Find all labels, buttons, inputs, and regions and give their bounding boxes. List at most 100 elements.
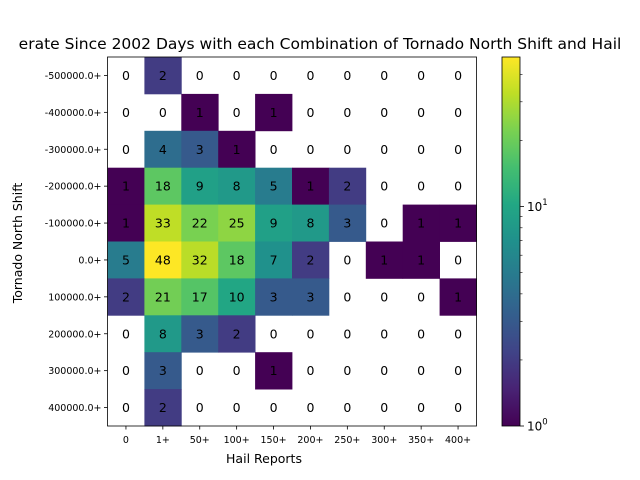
heatmap-cell <box>107 241 145 279</box>
cell-value-label: 3 <box>196 142 204 157</box>
cell-value-label: 10 <box>229 289 245 304</box>
cell-value-label: 0 <box>233 105 241 120</box>
heatmap-cell <box>181 241 219 279</box>
cell-value-label: 0 <box>233 363 241 378</box>
cell-value-label: 1 <box>417 216 425 231</box>
heatmap-cell-labels: 0 2 0 0 0 0 0 0 0 00 0 1 0 1 0 0 0 0 00 4 3 1 0 0 0 0 0 01 18 9 8 5 1 2 0 0… <box>122 68 462 415</box>
heatmap-cell <box>328 204 367 242</box>
cell-value-label: 3 <box>196 326 204 341</box>
x-axis-ticks: 0 1+ 50+ 100+ 150+ 200+ 250+ 300+ 350+ 400+ <box>123 426 471 446</box>
plot-frame <box>107 56 477 427</box>
cell-value-label: 0 <box>380 363 388 378</box>
x-tick-label: 0 <box>123 435 129 446</box>
colorbar-tick-label: 101 <box>527 198 548 214</box>
cell-value-label: 0 <box>270 142 278 157</box>
cell-value-label: 0 <box>306 400 314 415</box>
cell-value-label: 0 <box>417 105 425 120</box>
cell-value-label: 2 <box>159 68 167 83</box>
cell-value-label: 0 <box>343 68 351 83</box>
cell-value-label: 0 <box>380 105 388 120</box>
heatmap-cell <box>144 352 182 390</box>
heatmap-cell <box>144 204 182 242</box>
cell-value-label: 0 <box>270 400 278 415</box>
heatmap-cell <box>292 204 330 242</box>
chart-title: erate Since 2002 Days with each Combinat… <box>19 35 622 53</box>
cell-value-label: 0 <box>454 363 462 378</box>
cell-value-label: 0 <box>454 252 462 267</box>
cell-value-label: 4 <box>159 142 167 157</box>
y-tick-label: -200000.0+ <box>45 182 102 193</box>
heatmap-cell <box>218 130 256 169</box>
cell-value-label: 1 <box>380 252 388 267</box>
cell-value-label: 8 <box>159 326 167 341</box>
y-tick-label: -400000.0+ <box>45 108 102 119</box>
cell-value-label: 0 <box>306 68 314 83</box>
cell-value-label: 9 <box>270 216 278 231</box>
cell-value-label: 18 <box>229 252 245 267</box>
cell-value-label: 0 <box>306 105 314 120</box>
cell-value-label: 1 <box>122 179 130 194</box>
cell-value-label: 8 <box>233 179 241 194</box>
cell-value-label: 0 <box>306 142 314 157</box>
cell-value-label: 48 <box>155 252 171 267</box>
cell-value-label: 0 <box>343 105 351 120</box>
cell-value-label: 0 <box>122 142 130 157</box>
heatmap-cell <box>255 241 293 279</box>
heatmap-cell <box>218 315 256 353</box>
heatmap-cell <box>107 278 145 316</box>
cell-value-label: 0 <box>306 326 314 341</box>
cell-value-label: 0 <box>380 179 388 194</box>
cell-value-label: 5 <box>270 179 278 194</box>
cell-value-label: 1 <box>270 105 278 120</box>
cell-value-label: 0 <box>306 363 314 378</box>
heatmap-cell <box>255 167 293 205</box>
x-tick-label: 200+ <box>297 435 323 446</box>
heatmap-cell <box>144 57 182 95</box>
y-tick-label: 300000.0+ <box>48 366 101 377</box>
cell-value-label: 0 <box>417 363 425 378</box>
cell-value-label: 0 <box>454 179 462 194</box>
heatmap-cell <box>107 204 145 242</box>
cell-value-label: 3 <box>306 289 314 304</box>
cell-value-label: 0 <box>196 363 204 378</box>
cell-value-label: 3 <box>343 216 351 231</box>
cell-value-label: 1 <box>306 179 314 194</box>
cell-value-label: 0 <box>454 105 462 120</box>
cell-value-label: 0 <box>417 68 425 83</box>
y-tick-label: -300000.0+ <box>45 145 102 156</box>
heatmap-cells <box>107 57 477 427</box>
heatmap-cell <box>218 167 256 205</box>
cell-value-label: 0 <box>343 400 351 415</box>
cell-value-label: 3 <box>159 363 167 378</box>
cell-value-label: 0 <box>380 289 388 304</box>
cell-value-label: 0 <box>270 326 278 341</box>
cell-value-label: 32 <box>192 252 208 267</box>
cell-value-label: 0 <box>343 252 351 267</box>
heatmap-cell <box>144 389 182 427</box>
cell-value-label: 0 <box>417 179 425 194</box>
heatmap-cell <box>181 167 219 205</box>
cell-value-label: 0 <box>343 326 351 341</box>
colorbar: 100 101 <box>501 56 548 434</box>
cell-value-label: 0 <box>343 142 351 157</box>
cell-value-label: 0 <box>122 68 130 83</box>
colorbar-gradient <box>501 56 521 427</box>
cell-value-label: 0 <box>454 400 462 415</box>
heatmap-cell <box>181 278 219 316</box>
cell-value-label: 0 <box>417 289 425 304</box>
cell-value-label: 2 <box>159 400 167 415</box>
cell-value-label: 9 <box>196 179 204 194</box>
heatmap-cell <box>255 204 293 242</box>
heatmap-cell <box>402 204 440 242</box>
cell-value-label: 1 <box>270 363 278 378</box>
heatmap-cell <box>144 278 182 316</box>
y-tick-label: 0.0+ <box>78 255 101 266</box>
y-tick-label: 200000.0+ <box>48 329 101 340</box>
cell-value-label: 2 <box>343 179 351 194</box>
cell-value-label: 25 <box>229 216 245 231</box>
colorbar-tick-label: 100 <box>527 418 548 434</box>
cell-value-label: 7 <box>270 252 278 267</box>
cell-value-label: 0 <box>159 105 167 120</box>
cell-value-label: 8 <box>306 216 314 231</box>
